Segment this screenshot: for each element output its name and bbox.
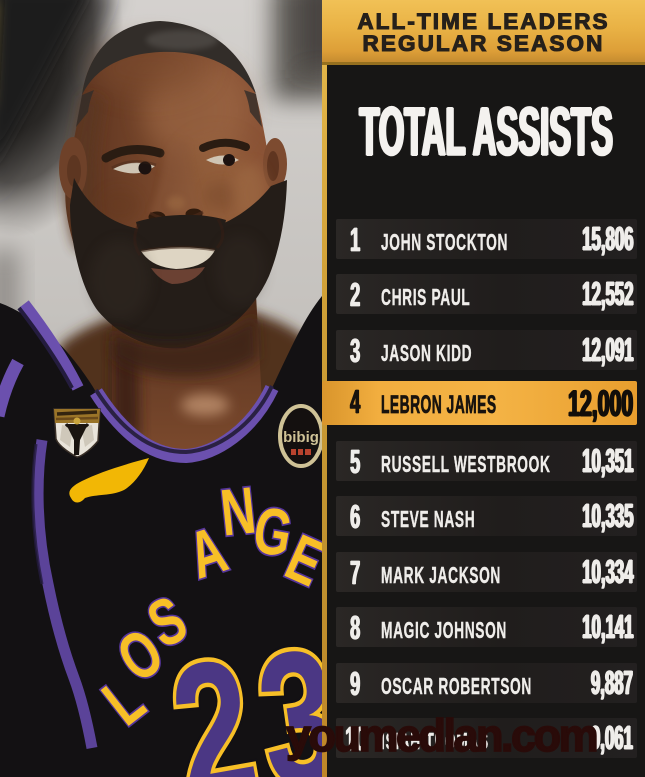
svg-text:bibig: bibig <box>283 429 319 446</box>
